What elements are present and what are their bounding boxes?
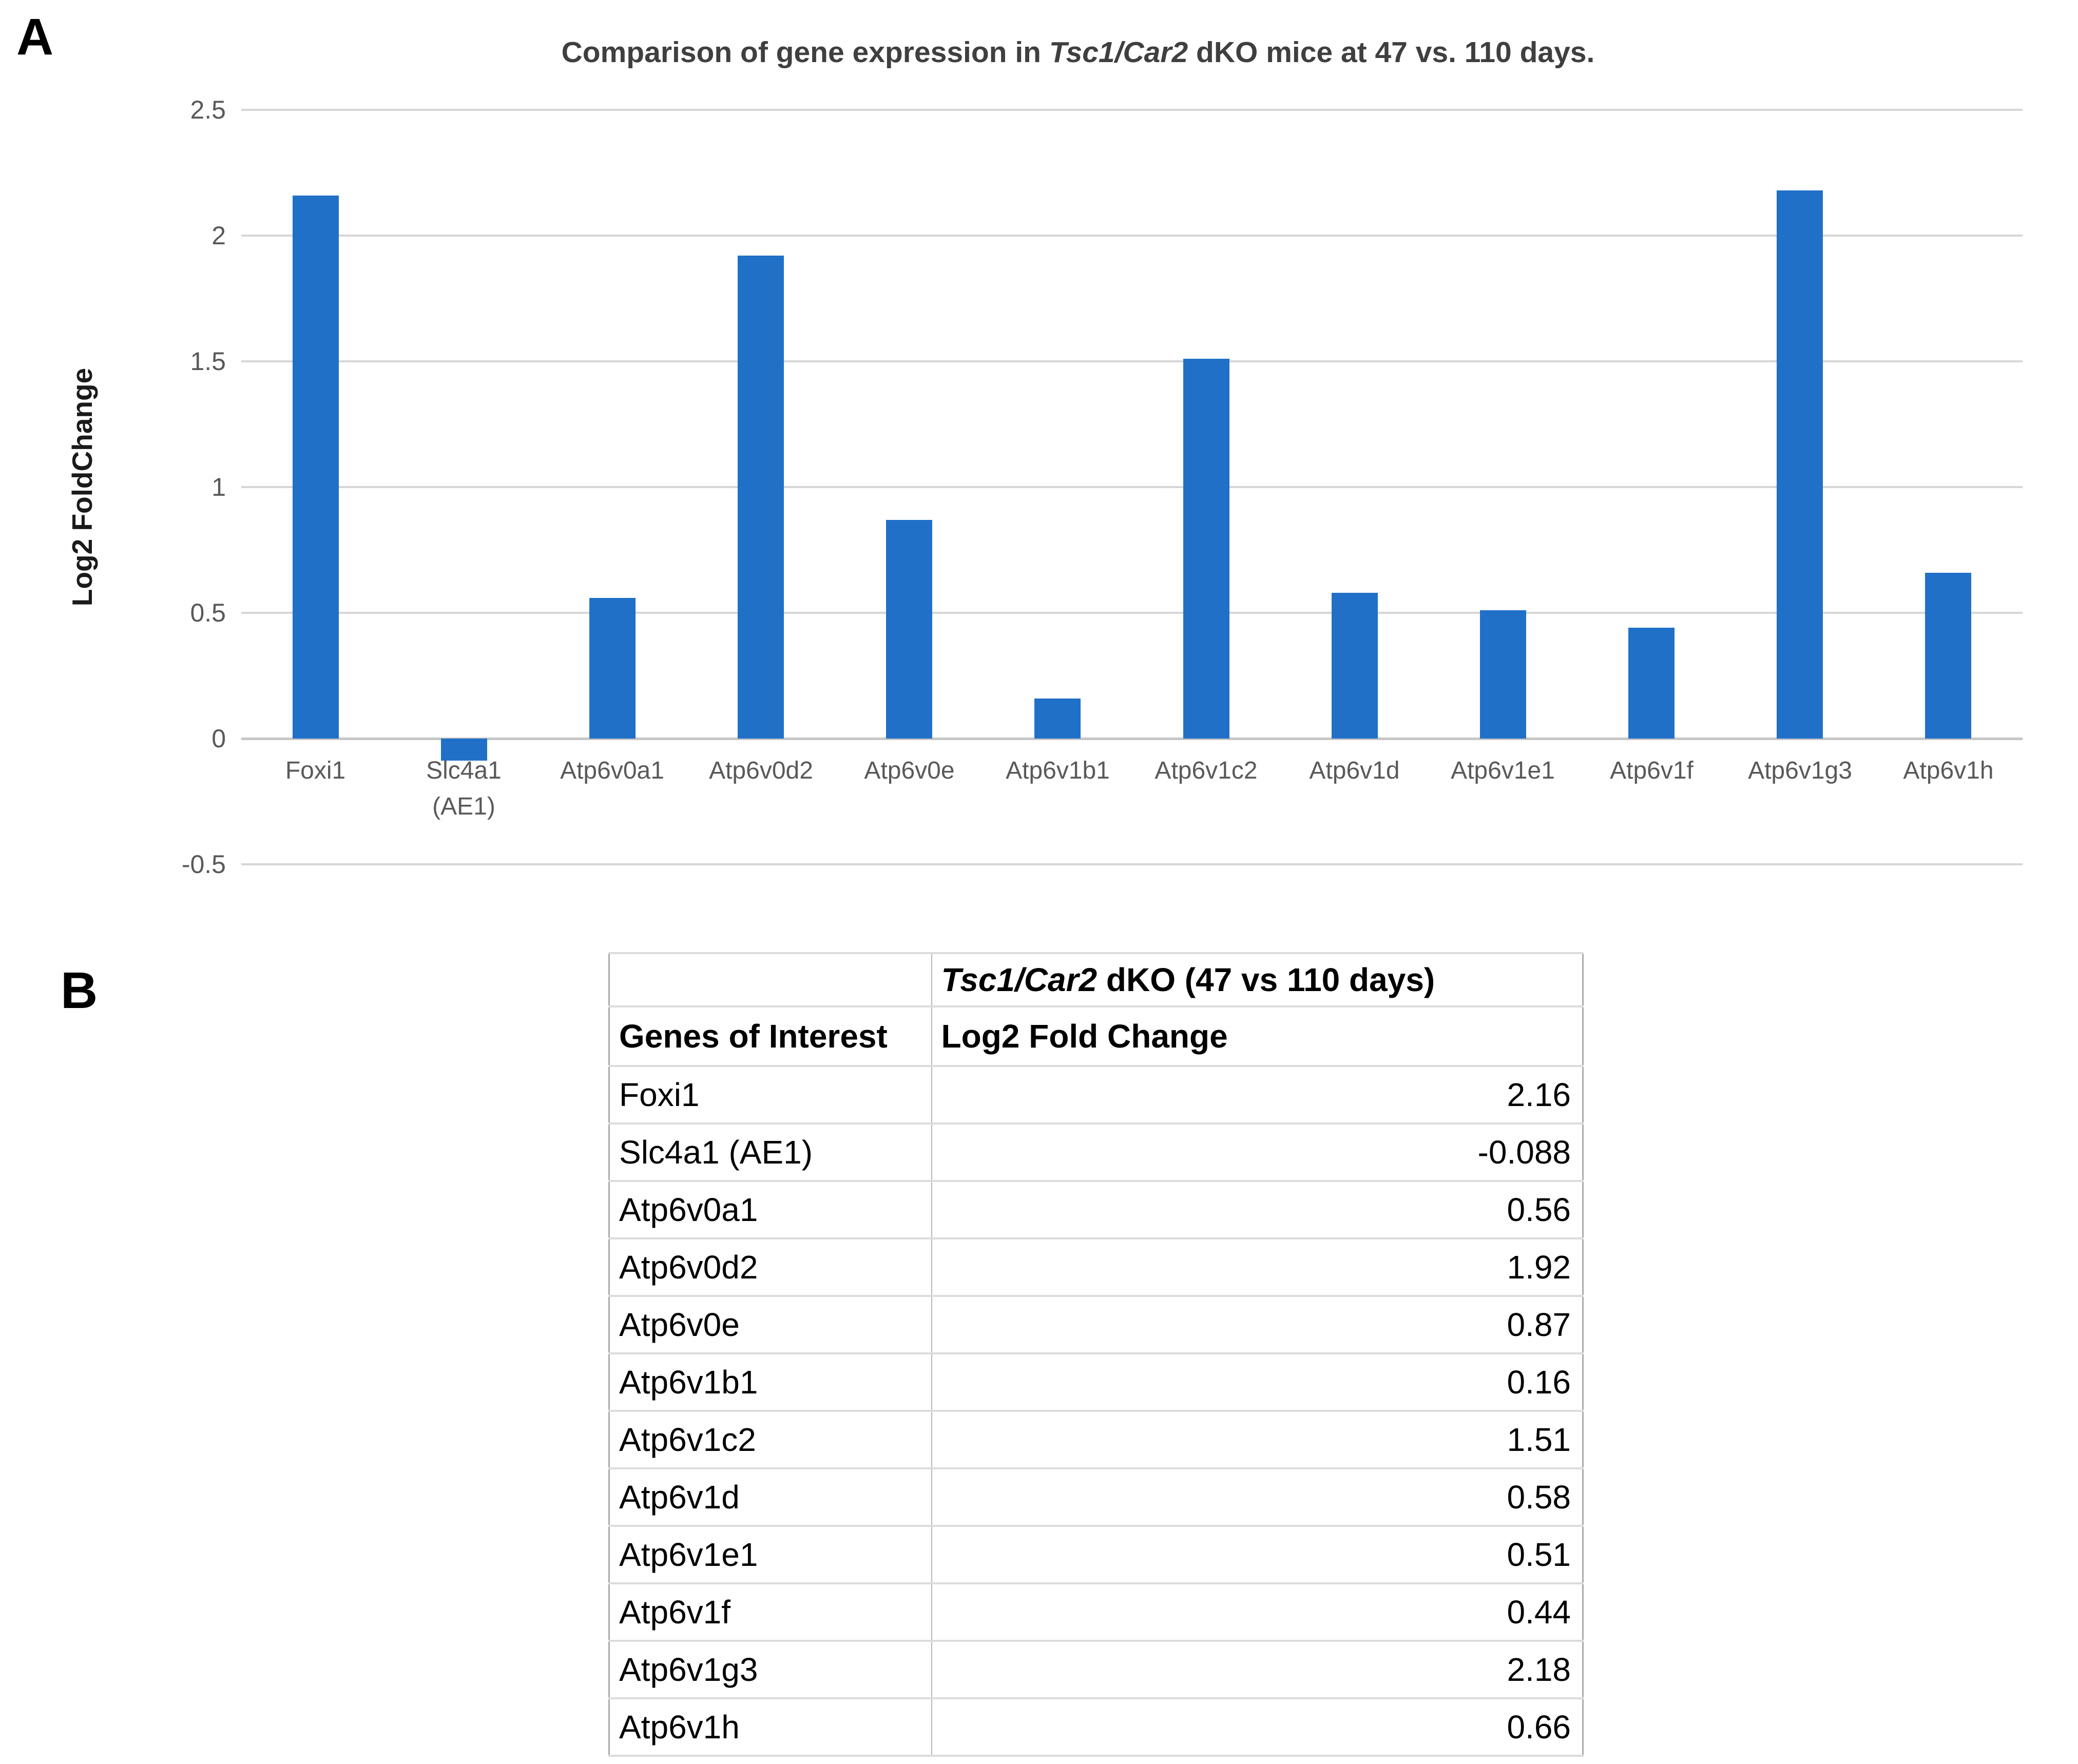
y-tick-label-1: 1 [211, 473, 226, 501]
table-row-Atp6v0e: Atp6v0e 0.87 [608, 1295, 1584, 1354]
panel-b-label: B [61, 962, 98, 1019]
x-tick-label-Atp6v1d: Atp6v1d [1309, 757, 1400, 784]
log2fc-value-cell: 0.51 [931, 1525, 1584, 1584]
table-row-Atp6v1h: Atp6v1h 0.66 [608, 1697, 1584, 1757]
table-row-Atp6v0d2: Atp6v0d2 1.92 [608, 1237, 1584, 1297]
bar-Atp6v1d [1332, 593, 1378, 739]
col-header-log2fc: Log2 Fold Change [931, 1005, 1584, 1067]
x-tick-label-Atp6v0d2: Atp6v0d2 [709, 757, 813, 784]
gene-name-cell: Foxi1 [608, 1065, 932, 1125]
x-tick-label-Atp6v0e: Atp6v0e [864, 757, 955, 784]
gridline-y--0.5 [241, 863, 2023, 865]
x-tick-label-Atp6v0a1: Atp6v0a1 [560, 757, 664, 784]
log2fc-value-cell: 0.58 [931, 1467, 1584, 1527]
col-header-genes: Genes of Interest [608, 1005, 932, 1067]
gene-expression-table: Tsc1/Car2 dKO (47 vs 110 days) Genes of … [608, 952, 1584, 1757]
table-row-Atp6v1d: Atp6v1d 0.58 [608, 1467, 1584, 1527]
log2fc-value-cell: 0.66 [931, 1697, 1584, 1757]
x-axis-line [241, 738, 2023, 740]
y-tick-label-0.5: 0.5 [190, 598, 226, 627]
bar-Atp6v1g3 [1777, 190, 1823, 739]
log2fc-value-cell: 0.44 [931, 1582, 1584, 1642]
table-row-Atp6v1g3: Atp6v1g3 2.18 [608, 1640, 1584, 1699]
table-title-row: Tsc1/Car2 dKO (47 vs 110 days) [608, 952, 1584, 1007]
chart-title: Comparison of gene expression in Tsc1/Ca… [154, 35, 2002, 70]
x-tick-label-Slc4a1 (AE1): Slc4a1 (AE1) [426, 757, 502, 820]
table-title-italic-gene: Tsc1/Car2 [941, 961, 1098, 998]
y-tick-label--0.5: -0.5 [181, 850, 226, 879]
table-row-Atp6v1f: Atp6v1f 0.44 [608, 1582, 1584, 1642]
gridline-y-0.5 [241, 612, 2023, 614]
bar-Atp6v0a1 [589, 598, 636, 739]
table-row-Foxi1: Foxi1 2.16 [608, 1065, 1584, 1125]
y-tick-label-2.5: 2.5 [190, 95, 226, 124]
gene-name-cell: Atp6v1c2 [608, 1410, 932, 1469]
chart-title-suffix: dKO mice at 47 vs. 110 days. [1188, 36, 1595, 69]
chart-title-prefix: Comparison of gene expression in [561, 36, 1049, 69]
y-tick-label-1.5: 1.5 [190, 347, 226, 376]
y-tick-label-0: 0 [211, 724, 226, 753]
bar-Foxi1 [293, 196, 339, 739]
table-row-Atp6v1c2: Atp6v1c2 1.51 [608, 1410, 1584, 1469]
table-title-cell: Tsc1/Car2 dKO (47 vs 110 days) [931, 952, 1584, 1007]
panel-a-label: A [16, 8, 54, 66]
log2fc-value-cell: 1.92 [931, 1237, 1584, 1297]
x-tick-label-Atp6v1h: Atp6v1h [1903, 757, 1994, 784]
gene-name-cell: Atp6v1e1 [608, 1525, 932, 1584]
table-row-Atp6v1b1: Atp6v1b1 0.16 [608, 1352, 1584, 1412]
log2fc-value-cell: 0.87 [931, 1295, 1584, 1354]
gene-name-cell: Atp6v1f [608, 1582, 932, 1642]
table-header-row: Genes of Interest Log2 Fold Change [608, 1005, 1584, 1067]
bar-Atp6v1e1 [1480, 610, 1526, 739]
table-row-Slc4a1 (AE1): Slc4a1 (AE1) -0.088 [608, 1122, 1584, 1182]
log2fc-value-cell: 2.16 [931, 1065, 1584, 1125]
gene-name-cell: Slc4a1 (AE1) [608, 1122, 932, 1182]
bar-Atp6v0e [886, 520, 932, 739]
gridline-y-2 [241, 235, 2023, 237]
bar-Atp6v1f [1628, 628, 1675, 739]
bar-Atp6v1b1 [1034, 699, 1081, 739]
table-row-Atp6v1e1: Atp6v1e1 0.51 [608, 1525, 1584, 1584]
gene-name-cell: Atp6v0a1 [608, 1180, 932, 1239]
gene-name-cell: Atp6v1g3 [608, 1640, 932, 1699]
table-row-Atp6v0a1: Atp6v0a1 0.56 [608, 1180, 1584, 1239]
gene-name-cell: Atp6v0e [608, 1295, 932, 1354]
x-tick-label-Atp6v1g3: Atp6v1g3 [1748, 757, 1852, 784]
bar-Atp6v1h [1925, 573, 1971, 739]
x-tick-label-Foxi1: Foxi1 [285, 757, 346, 784]
bar-Atp6v1c2 [1183, 359, 1229, 739]
gene-name-cell: Atp6v0d2 [608, 1237, 932, 1297]
y-tick-label-2: 2 [211, 221, 226, 250]
log2fc-value-cell: 1.51 [931, 1410, 1584, 1469]
x-tick-label-Atp6v1b1: Atp6v1b1 [1006, 757, 1110, 784]
bar-Atp6v0d2 [738, 256, 784, 739]
gene-name-cell: Atp6v1h [608, 1697, 932, 1757]
log2fc-value-cell: 0.56 [931, 1180, 1584, 1239]
x-tick-label-Atp6v1e1: Atp6v1e1 [1451, 757, 1555, 784]
log2fc-value-cell: -0.088 [931, 1122, 1584, 1182]
table-title-rest: dKO (47 vs 110 days) [1097, 961, 1435, 998]
log2fc-value-cell: 0.16 [931, 1352, 1584, 1412]
gridline-y-1.5 [241, 360, 2023, 362]
x-tick-label-Atp6v1c2: Atp6v1c2 [1155, 757, 1258, 784]
gene-name-cell: Atp6v1b1 [608, 1352, 932, 1412]
gridline-y-1 [241, 486, 2023, 488]
table-title-empty-cell [608, 952, 932, 1007]
bar-Slc4a1 (AE1) [441, 739, 487, 761]
x-tick-label-Atp6v1f: Atp6v1f [1610, 757, 1694, 784]
chart-title-italic-gene: Tsc1/Car2 [1049, 36, 1188, 69]
log2fc-value-cell: 2.18 [931, 1640, 1584, 1699]
gene-name-cell: Atp6v1d [608, 1467, 932, 1527]
gridline-y-2.5 [241, 109, 2023, 111]
